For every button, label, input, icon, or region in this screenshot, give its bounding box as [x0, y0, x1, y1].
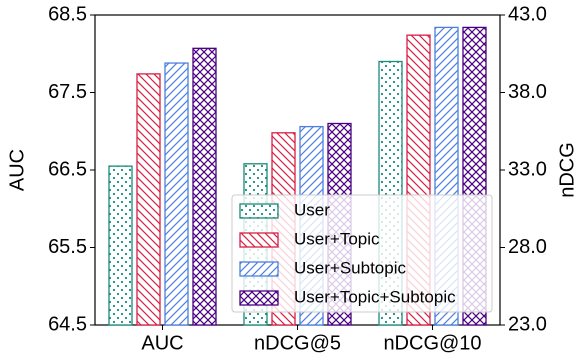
y2-tick-label: 38.0	[508, 81, 547, 103]
legend-label: User+Topic	[294, 229, 380, 248]
y2-tick-label: 33.0	[508, 158, 547, 180]
legend-label: User+Topic+Subtopic	[294, 287, 456, 306]
y-tick-label: 68.5	[48, 3, 87, 25]
y2-axis-label: nDCG	[556, 142, 578, 198]
x-tick-label: nDCG@5	[254, 332, 341, 354]
bar	[136, 73, 161, 326]
legend-label: User+Subtopic	[294, 258, 406, 277]
y2-tick-label: 28.0	[508, 236, 547, 258]
y-tick-label: 66.5	[48, 158, 87, 180]
bar	[108, 165, 133, 326]
legend-swatch	[239, 232, 279, 248]
y-axis-label: AUC	[6, 149, 28, 191]
legend-swatch	[239, 261, 279, 277]
bar	[192, 47, 217, 326]
legend-swatch	[239, 203, 279, 219]
legend-box	[231, 194, 493, 313]
y2-tick-label: 43.0	[508, 3, 547, 25]
y-tick-label: 65.5	[48, 236, 87, 258]
y-tick-label: 67.5	[48, 81, 87, 103]
legend-label: User	[294, 200, 330, 219]
bar	[164, 62, 189, 326]
x-tick-label: AUC	[141, 332, 183, 354]
x-tick-label: nDCG@10	[383, 332, 481, 354]
legend-swatch	[239, 290, 279, 306]
y-tick-label: 64.5	[48, 313, 87, 335]
y2-tick-label: 23.0	[508, 313, 547, 335]
